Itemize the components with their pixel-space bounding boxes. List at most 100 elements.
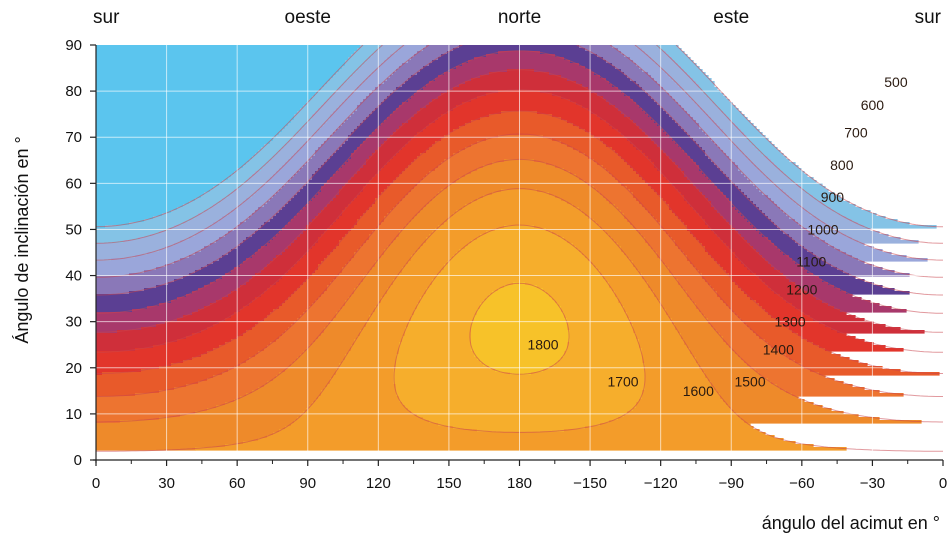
heatmap-cell	[381, 297, 421, 301]
heatmap-cell	[396, 153, 421, 157]
heatmap-cell	[174, 261, 214, 265]
heatmap-cell	[360, 330, 406, 334]
heatmap-cell	[660, 258, 688, 262]
heatmap-cell	[189, 237, 220, 241]
heatmap-cell	[96, 276, 184, 280]
heatmap-cell	[627, 162, 655, 166]
heatmap-cell	[96, 345, 154, 349]
contour-label: 1600	[683, 383, 714, 399]
heatmap-cell	[96, 312, 193, 316]
heatmap-cell	[393, 240, 427, 244]
heatmap-cell	[465, 246, 577, 250]
heatmap-cell	[345, 300, 382, 304]
heatmap-cell	[564, 57, 604, 61]
heatmap-cell	[627, 138, 652, 142]
heatmap-cell	[555, 54, 598, 58]
heatmap-cell	[672, 273, 703, 277]
heatmap-cell	[324, 102, 343, 106]
heatmap-cell	[756, 369, 811, 373]
heatmap-cell	[732, 159, 751, 163]
heatmap-cell	[267, 243, 292, 247]
heatmap-cell	[264, 384, 328, 388]
heatmap-cell	[753, 201, 775, 205]
heatmap-cell	[687, 111, 706, 115]
heatmap-cell	[177, 339, 232, 343]
heatmap-cell	[717, 186, 739, 190]
heatmap-cell	[756, 273, 784, 277]
heatmap-cell	[741, 213, 766, 217]
heatmap-cell	[441, 93, 487, 97]
heatmap-cell	[756, 249, 781, 253]
heatmap-cell	[426, 150, 460, 154]
heatmap-cell	[594, 72, 625, 76]
heatmap-cell	[696, 303, 727, 307]
heatmap-cell	[744, 237, 769, 241]
heatmap-cell	[345, 63, 364, 67]
heatmap-cell	[243, 333, 283, 337]
heatmap-cell	[408, 261, 448, 265]
heatmap-cell	[420, 69, 451, 73]
heatmap-cell	[738, 165, 757, 169]
heatmap-cell	[96, 234, 151, 238]
heatmap-cell	[642, 390, 718, 394]
heatmap-cell	[342, 144, 361, 148]
heatmap-cell	[642, 108, 664, 112]
heatmap-cell	[762, 153, 784, 157]
heatmap-cell	[258, 387, 325, 391]
heatmap-cell	[702, 369, 757, 373]
heatmap-cell	[315, 270, 343, 274]
heatmap-cell	[420, 153, 454, 157]
heatmap-cell	[96, 378, 208, 382]
heatmap-cell	[105, 225, 175, 229]
heatmap-cell	[96, 126, 286, 130]
heatmap-cell	[630, 57, 652, 61]
heatmap-cell	[744, 264, 772, 268]
heatmap-cell	[633, 99, 655, 103]
heatmap-cell	[255, 192, 277, 196]
heatmap-cell	[825, 204, 856, 208]
heatmap-cell	[237, 246, 262, 250]
heatmap-cell	[747, 240, 772, 244]
heatmap-cell	[756, 165, 778, 169]
heatmap-cell	[618, 207, 646, 211]
heatmap-cell	[327, 120, 346, 124]
heatmap-cell	[429, 63, 463, 67]
heatmap-cell	[195, 216, 223, 220]
heatmap-cell	[687, 93, 706, 97]
heatmap-cell	[780, 351, 832, 355]
heatmap-cell	[426, 126, 460, 130]
y-tick-label: 90	[65, 37, 82, 54]
y-axis-label: Ángulo de inclinación en °	[12, 136, 32, 343]
heatmap-cell	[264, 348, 307, 352]
heatmap-cell	[477, 237, 565, 241]
heatmap-cell	[303, 105, 322, 109]
heatmap-cell	[393, 279, 433, 283]
heatmap-cell	[606, 279, 646, 283]
heatmap-cell	[339, 147, 358, 151]
heatmap-cell	[768, 261, 796, 265]
heatmap-cell	[96, 108, 301, 112]
heatmap-cell	[756, 147, 778, 151]
heatmap-cell	[696, 81, 715, 85]
heatmap-cell	[96, 369, 142, 373]
heatmap-cell	[96, 288, 145, 292]
heatmap-cell	[411, 258, 451, 262]
x-tick-label: 90	[299, 475, 316, 492]
heatmap-cell	[96, 201, 190, 205]
heatmap-cell	[411, 189, 442, 193]
heatmap-cell	[669, 204, 691, 208]
heatmap-cell	[285, 330, 325, 334]
heatmap-cell	[258, 321, 295, 325]
heatmap-cell	[591, 132, 622, 136]
heatmap-cell	[144, 288, 199, 292]
heatmap-cell	[744, 153, 763, 157]
heatmap-cell	[729, 117, 748, 121]
heatmap-cell	[426, 45, 460, 49]
x-tick-label: −90	[719, 475, 744, 492]
heatmap-cell	[147, 252, 196, 256]
heatmap-cell	[264, 183, 286, 187]
heatmap-cell	[717, 144, 736, 148]
heatmap-cell	[633, 168, 658, 172]
heatmap-cell	[705, 219, 727, 223]
heatmap-cell	[360, 123, 382, 127]
